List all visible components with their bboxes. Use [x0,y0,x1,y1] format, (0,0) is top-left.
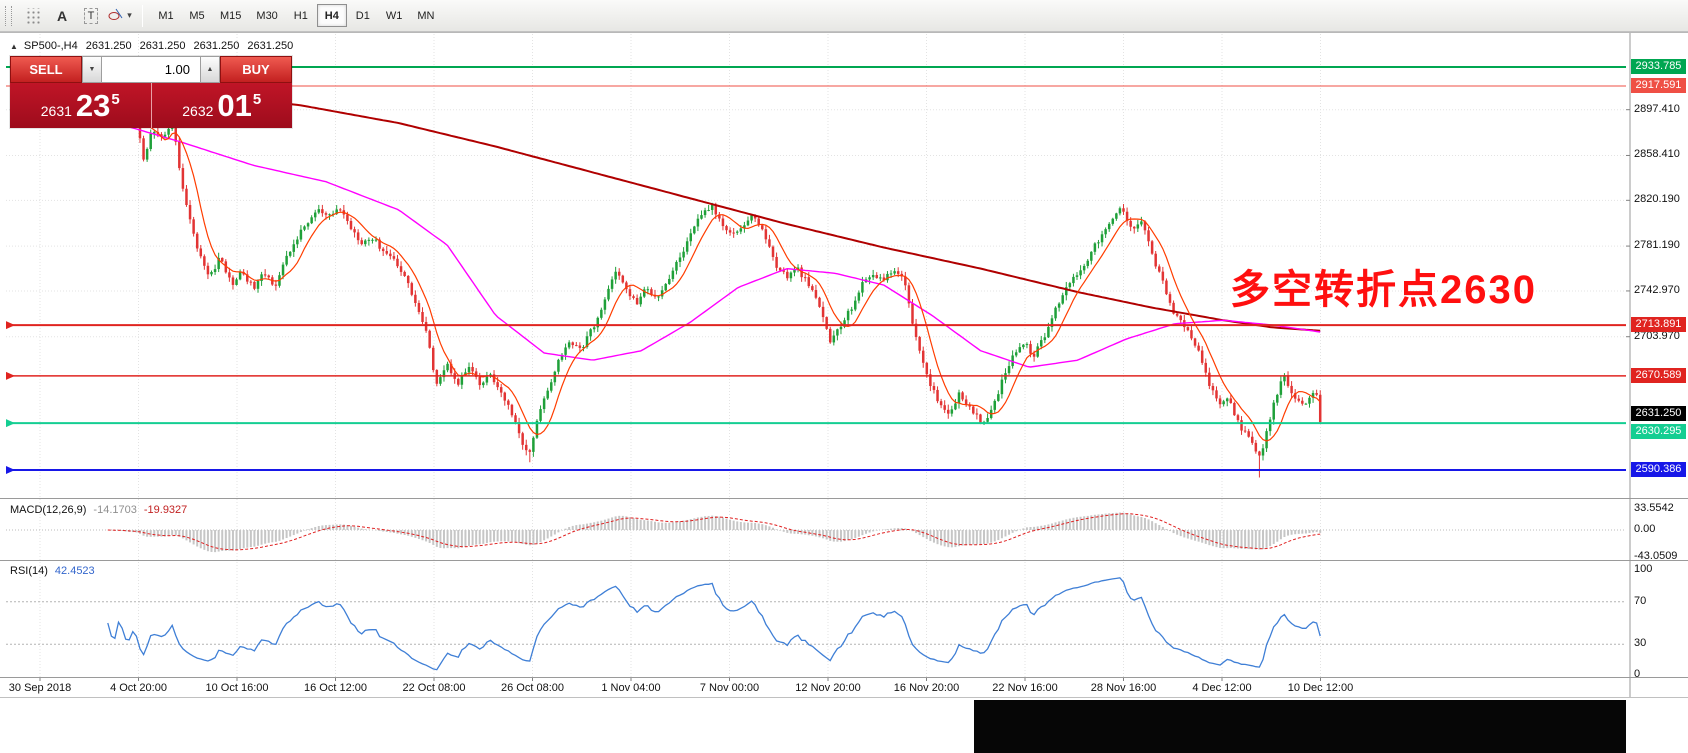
macd-axis-label: 0.00 [1634,523,1656,535]
toolbar: A T ▾ M1 M5 M15 M30 H1 H4 D1 W1 MN [0,0,1688,32]
rsi-axis-label: 70 [1634,595,1647,607]
price-high: 2631.250 [139,40,186,52]
price-axis-label: 2820.190 [1634,193,1680,206]
price-level-label: 2590.386 [1631,462,1686,477]
timeframe-h4[interactable]: H4 [316,4,347,27]
timeframe-w1[interactable]: W1 [379,4,410,27]
rsi-axis-label: 0 [1634,668,1641,680]
ohlc-header: ▲ SP500-,H4 2631.250 2631.250 2631.250 2… [10,40,293,53]
price-level-label: 2713.891 [1631,317,1686,333]
price-close: 2631.250 [247,40,294,52]
price-low: 2631.250 [193,40,240,52]
grid [6,34,1626,681]
timeframe-m15[interactable]: M15 [213,4,248,27]
volume-input[interactable] [102,56,200,83]
price-level-label: 2630.295 [1631,424,1686,440]
macd-value-signal: -19.9327 [143,504,188,516]
ask-prefix: 2632 [182,103,214,119]
price-axis-label: 2742.970 [1634,283,1680,296]
macd-plot [6,512,1626,553]
text-a-icon: A [56,7,68,24]
time-axis-label: 22 Nov 16:00 [992,682,1058,694]
timeframe-m30[interactable]: M30 [249,4,284,27]
symbol-period: SP500-,H4 [23,40,78,52]
timeframe-m1[interactable]: M1 [151,4,181,27]
time-axis-label: 16 Oct 12:00 [304,682,367,694]
time-axis-label: 22 Oct 08:00 [402,682,466,694]
time-axis-label: 1 Nov 04:00 [601,682,661,694]
rsi-value: 42.4523 [54,565,95,577]
candlesticks [106,80,1322,478]
shapes-icon [108,7,124,24]
bid-pipette: 5 [111,91,120,108]
time-axis-label: 4 Oct 20:00 [110,682,167,694]
rsi-label: RSI(14) 42.4523 [10,565,95,577]
time-axis-label: 4 Dec 12:00 [1192,682,1252,694]
ask-price-display[interactable]: 2632 01 5 [150,83,292,128]
bid-prefix: 2631 [40,103,72,119]
text-tool-button[interactable]: A [48,4,76,28]
moving-averages [107,86,1321,442]
price-level-label: 2917.591 [1631,78,1686,93]
timeframe-m5[interactable]: M5 [182,4,212,27]
volume-decrease-button[interactable]: ▼ [82,56,102,83]
macd-value-main: -14.1703 [93,504,137,516]
docked-window [974,700,1626,753]
horizontal-level-lines [6,66,1626,475]
buy-button[interactable]: BUY [220,56,292,83]
rsi-axis-label: 30 [1634,637,1647,649]
time-axis-label: 12 Nov 20:00 [795,682,861,694]
timeframe-d1[interactable]: D1 [348,4,378,27]
text-t-icon: T [83,7,99,24]
dropdown-caret-icon: ▾ [127,10,132,20]
bid-price-display[interactable]: 2631 23 5 [10,83,151,128]
price-level-label: 2933.785 [1631,59,1686,74]
price-axis-label: 2858.410 [1634,148,1680,161]
ask-pipette: 5 [252,91,262,108]
one-click-trading-panel: SELL ▼ ▲ BUY 2631 23 5 2632 01 5 [10,56,292,128]
label-tool-button[interactable]: T [77,4,105,28]
annotation-text: 多空转折点2630 [1230,268,1537,312]
price-axis-label: 2781.190 [1634,239,1680,252]
crosshair-icon [25,7,41,24]
ask-pips: 01 [217,88,252,123]
price-level-label: 2631.250 [1631,406,1686,422]
toolbar-separator [142,4,143,27]
sell-button[interactable]: SELL [10,56,82,83]
bid-pips: 23 [75,88,111,123]
macd-name: MACD(12,26,9) [10,504,87,516]
macd-axis-label: -43.0509 [1634,550,1678,562]
shapes-tool-button[interactable]: ▾ [106,4,134,28]
time-axis-label: 10 Dec 12:00 [1287,682,1354,694]
status-strip [0,698,1688,753]
rsi-axis-label: 100 [1634,563,1653,575]
time-axis-label: 16 Nov 20:00 [893,682,960,694]
time-axis-label: 30 Sep 2018 [8,682,72,694]
rsi-name: RSI(14) [10,565,48,577]
collapse-arrow-icon[interactable]: ▲ [10,42,18,51]
crosshair-tool-button[interactable] [19,4,47,28]
volume-increase-button[interactable]: ▲ [200,56,220,83]
price-open: 2631.250 [85,40,132,52]
price-axis-label: 2703.970 [1634,329,1680,342]
time-axis-label: 28 Nov 16:00 [1090,682,1157,694]
trade-price-row: 2631 23 5 2632 01 5 [10,83,292,128]
timeframe-toolbar: M1 M5 M15 M30 H1 H4 D1 W1 MN [151,4,441,27]
price-level-label: 2670.589 [1631,367,1686,383]
timeframe-h1[interactable]: H1 [286,4,316,27]
macd-label: MACD(12,26,9) -14.1703 -19.9327 [10,504,187,516]
panel-frames [0,32,1688,698]
rsi-plot [6,577,1626,671]
price-axis-label: 2897.410 [1634,102,1680,115]
time-axis-label: 26 Oct 08:00 [501,682,564,694]
trade-controls-row: SELL ▼ ▲ BUY [10,56,292,83]
timeframe-mn[interactable]: MN [410,4,441,27]
time-axis-label: 10 Oct 16:00 [205,682,269,694]
toolbar-grip[interactable] [5,5,12,26]
macd-axis-label: 33.5542 [1634,502,1674,514]
time-axis-label: 7 Nov 00:00 [699,682,760,694]
